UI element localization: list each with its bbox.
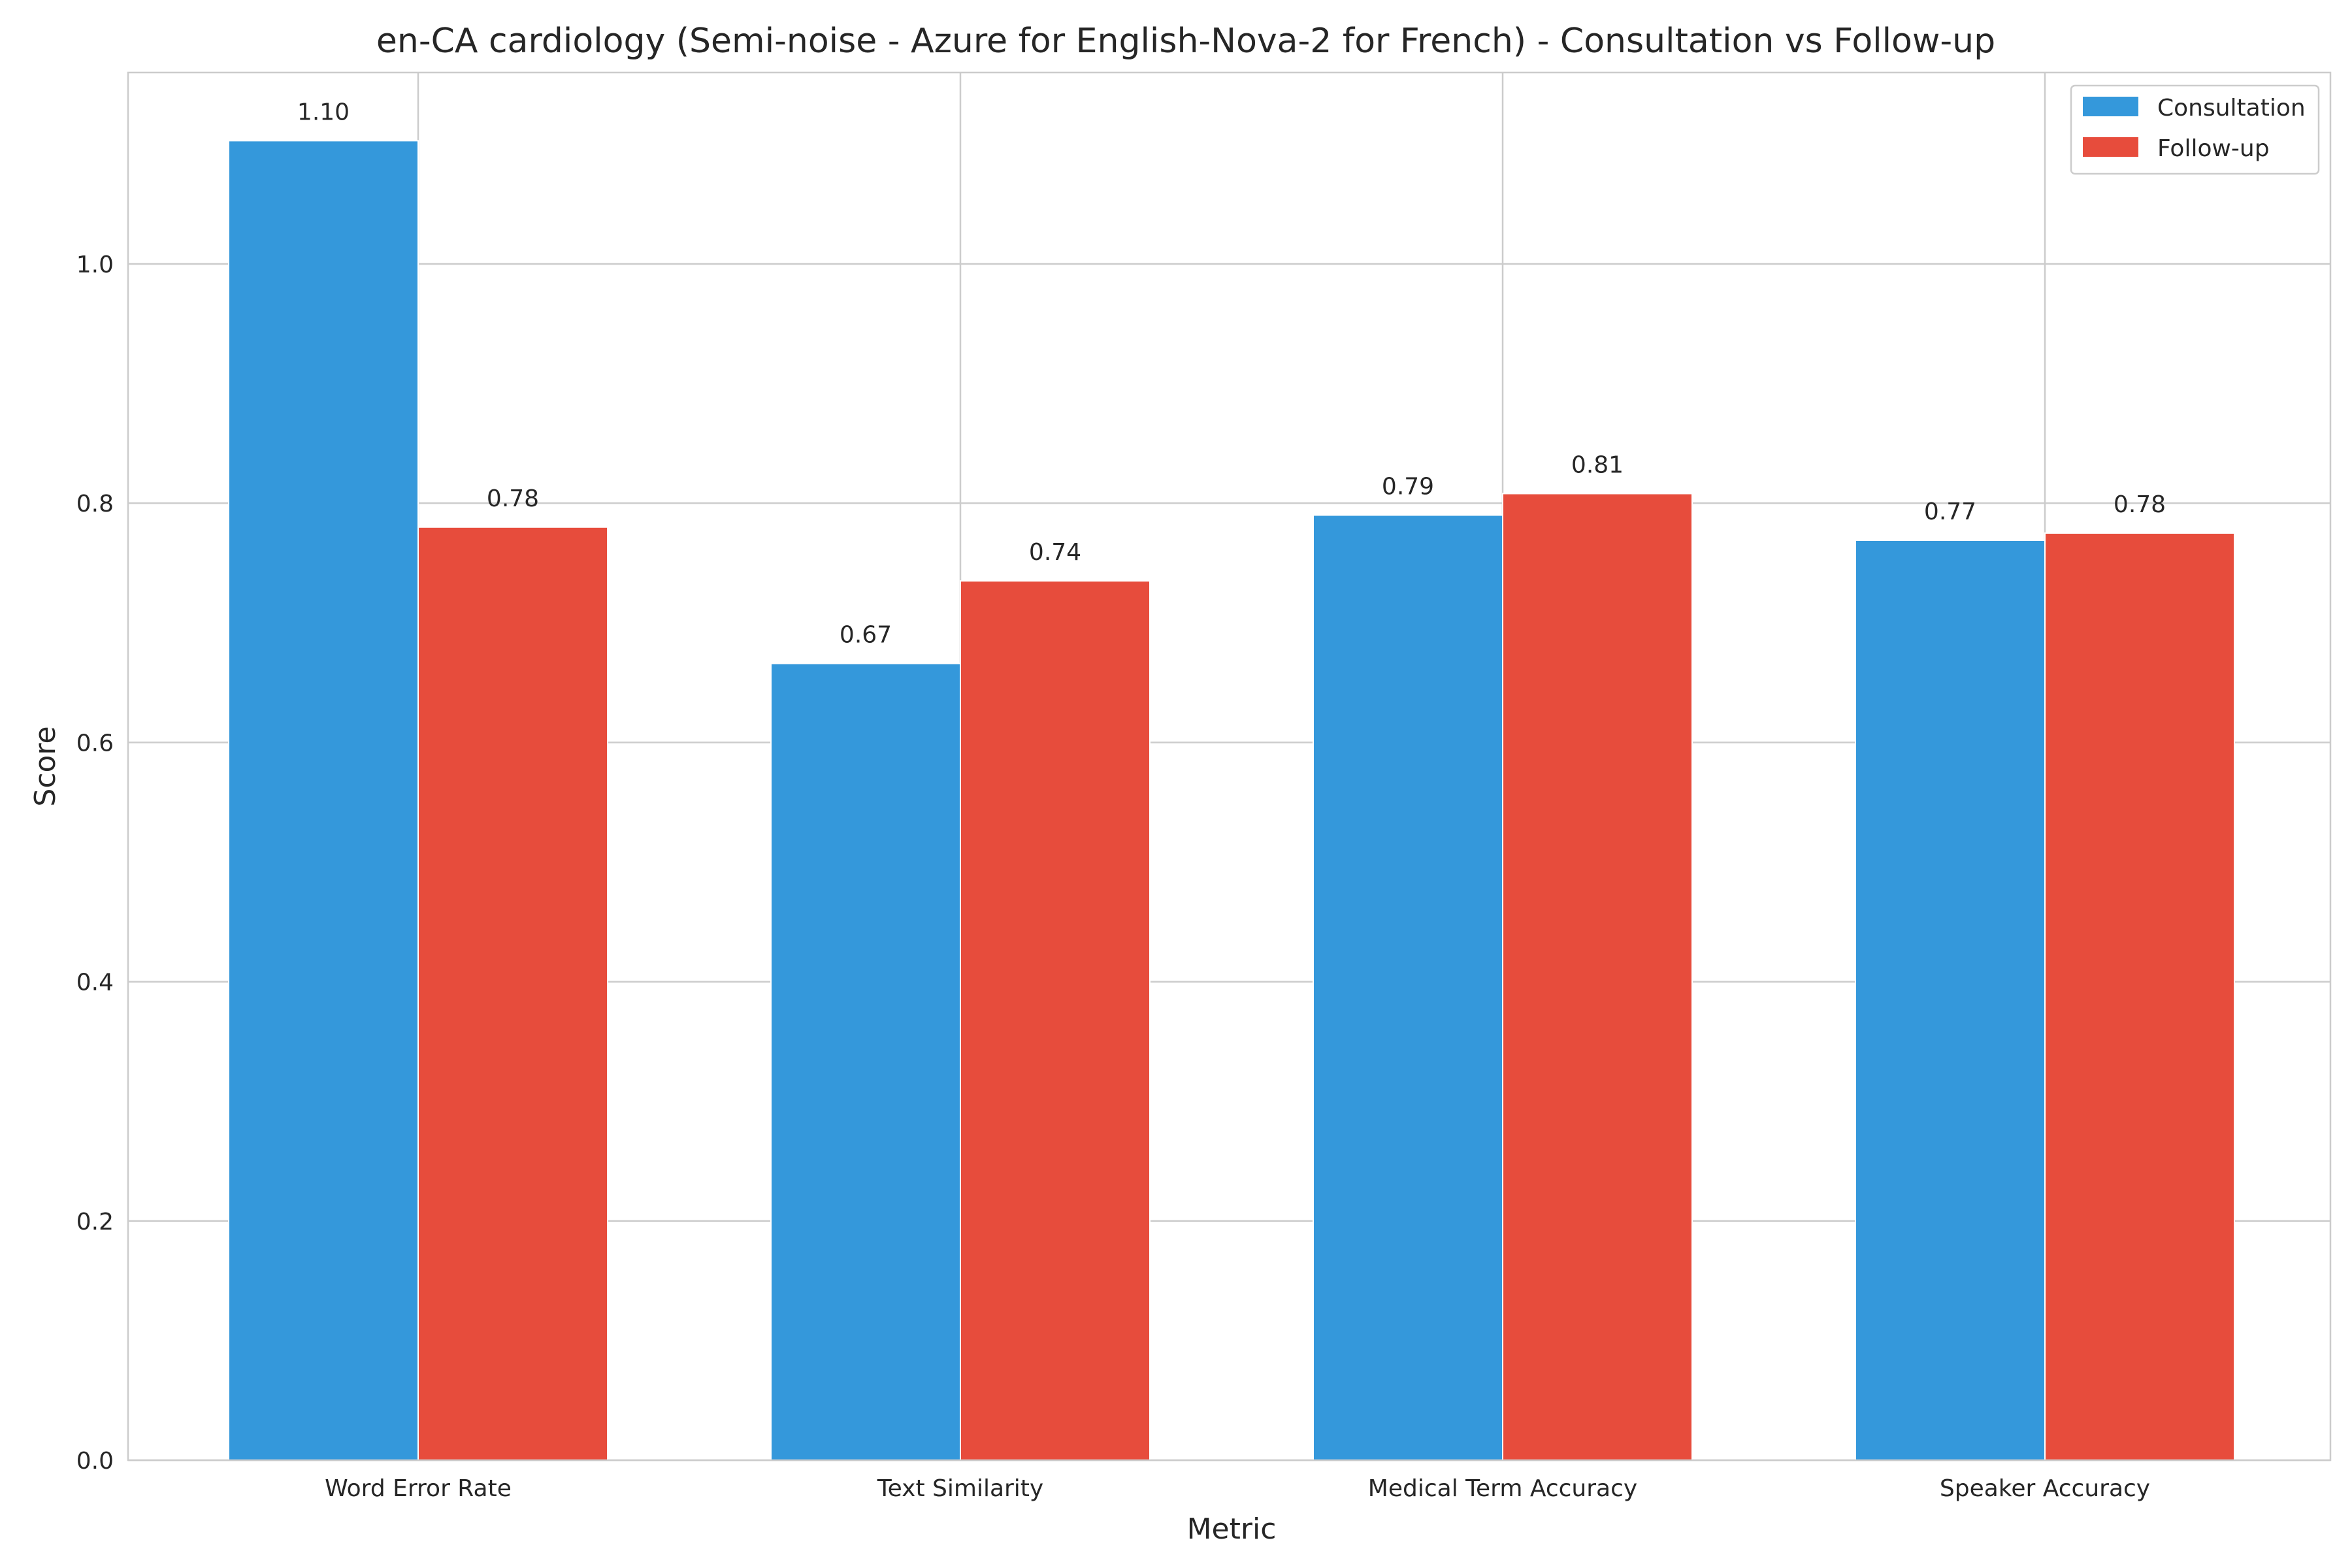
data-labels: 1.10 0.67 0.79 0.77 0.78 0.74 0.81 0.78 bbox=[297, 99, 2166, 648]
y-tick-label: 0.0 bbox=[76, 1448, 114, 1475]
x-axis-label: Metric bbox=[1187, 1512, 1277, 1546]
bar-follow-up bbox=[1502, 493, 1693, 1461]
data-label-consultation: 0.77 bbox=[1924, 498, 1976, 525]
x-tick-label: Medical Term Accuracy bbox=[1368, 1475, 1637, 1502]
data-label-consultation: 1.10 bbox=[297, 99, 350, 125]
data-label-follow-up: 0.81 bbox=[1571, 452, 1624, 479]
y-axis-label: Score bbox=[29, 726, 62, 806]
bar-consultation bbox=[228, 140, 419, 1461]
data-label-consultation: 0.79 bbox=[1382, 473, 1434, 500]
legend-swatch-follow-up bbox=[2083, 137, 2138, 157]
y-tick-label: 1.0 bbox=[76, 252, 114, 278]
bar-follow-up bbox=[417, 526, 608, 1461]
bar-consultation bbox=[1313, 514, 1503, 1461]
x-tick-label: Word Error Rate bbox=[325, 1475, 512, 1502]
x-tick-label: Speaker Accuracy bbox=[1940, 1475, 2150, 1502]
tick-labels: 0.0 0.2 0.4 0.6 0.8 1.0 Word Error Rate Text Si… bbox=[76, 252, 2150, 1502]
legend-label-follow-up: Follow-up bbox=[2157, 135, 2270, 162]
data-label-follow-up: 0.78 bbox=[2114, 491, 2166, 518]
bars bbox=[228, 140, 2235, 1462]
data-label-follow-up: 0.78 bbox=[487, 485, 539, 512]
bar-follow-up bbox=[2044, 532, 2235, 1462]
x-tick-label: Text Similarity bbox=[877, 1475, 1043, 1502]
chart-title: en-CA cardiology (Semi-noise - Azure for… bbox=[376, 22, 1995, 61]
data-label-consultation: 0.67 bbox=[840, 622, 892, 649]
legend-swatch-consultation bbox=[2083, 97, 2138, 116]
bar-consultation bbox=[770, 662, 961, 1461]
y-tick-label: 0.4 bbox=[76, 970, 114, 996]
plot-frame bbox=[127, 71, 2332, 1462]
legend: Consultation Follow-up bbox=[2070, 84, 2320, 175]
y-tick-label: 0.8 bbox=[76, 491, 114, 517]
data-label-follow-up: 0.74 bbox=[1029, 539, 1081, 566]
y-tick-label: 0.2 bbox=[76, 1209, 114, 1235]
bar-consultation bbox=[1855, 539, 2046, 1462]
bar-follow-up bbox=[960, 580, 1151, 1461]
y-tick-label: 0.6 bbox=[76, 730, 114, 757]
legend-label-consultation: Consultation bbox=[2157, 95, 2306, 122]
